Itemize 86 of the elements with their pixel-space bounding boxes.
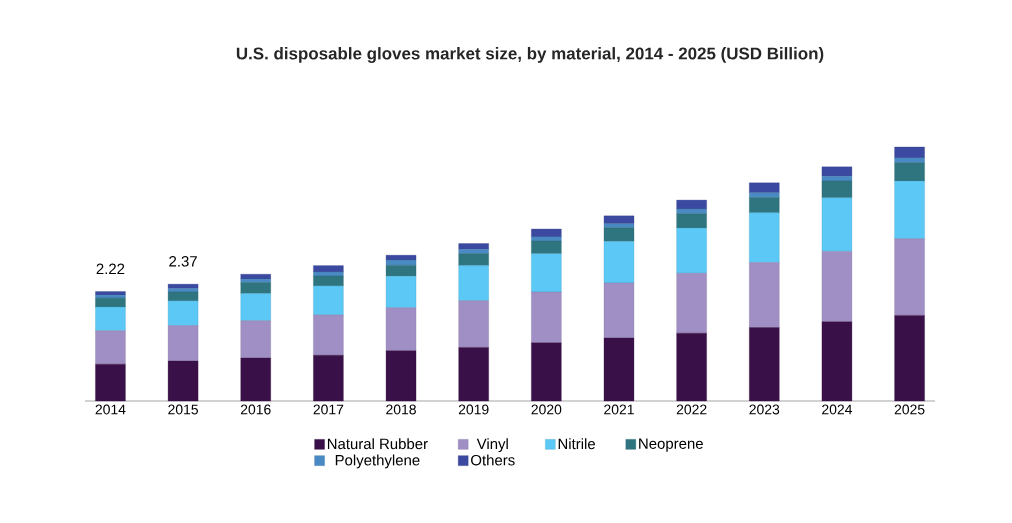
bar [95,297,126,308]
bar [531,342,562,402]
bar [749,197,780,213]
bar [313,265,344,273]
bar [458,347,489,402]
legend-label: Natural Rubber [327,438,428,450]
annotation: 2.22 [96,263,125,274]
bar [749,192,780,198]
bar [167,300,199,326]
bar [458,253,489,266]
bar [385,307,417,351]
bar [240,293,271,321]
bar [531,291,562,343]
x-tick-label: 2020 [531,404,562,415]
legend-label: Vinyl [476,438,508,453]
x-tick-label: 2022 [676,404,707,415]
x-tick-label: 2019 [458,404,489,415]
bar [821,321,853,402]
bar [749,262,780,328]
bar [167,291,199,302]
x-tick-label: 2023 [749,404,780,415]
bar [240,357,271,402]
bar [894,180,925,239]
annotation: 2.37 [169,256,197,267]
bar [603,223,635,228]
x-tick-label: 2024 [822,404,853,415]
x-tick-label: 2015 [168,404,199,415]
bar [240,282,271,294]
bar [603,215,635,224]
bar [603,227,635,242]
bar [167,325,199,362]
bar [821,251,853,322]
bar [603,337,635,402]
bar [531,228,562,238]
x-tick-label: 2017 [313,404,344,415]
bar [894,146,925,159]
bar [749,182,780,193]
bar [676,208,707,214]
bar [458,300,489,348]
x-tick-label: 2021 [604,404,634,415]
x-tick-label: 2018 [386,404,416,415]
bar [385,259,417,266]
bar [676,199,707,210]
bar [385,265,417,277]
bar [95,330,126,365]
chart-title: U.S. disposable gloves market size, by material, 2014 - 2025 (USD Billion) [236,47,824,63]
bar [894,162,925,182]
bar [821,180,853,198]
bar [603,282,635,339]
bar [749,212,780,263]
bar [821,197,853,252]
bar [821,166,853,177]
bar [603,241,635,284]
bar [894,238,925,316]
bar [95,364,126,402]
legend-label: Nitrile [558,438,595,450]
bar [240,278,271,283]
legend-label: Polyethylene [335,454,420,469]
bar [676,333,707,402]
bar [531,253,562,293]
bar [240,320,271,359]
bar [95,306,126,331]
bar [531,236,562,242]
x-tick-label: 2016 [240,404,271,415]
x-tick-label: 2014 [95,404,126,415]
bar [313,285,344,316]
x-tick-label: 2025 [894,404,925,415]
bar [385,350,417,402]
legend-label: Others [471,454,515,466]
bar [458,265,489,301]
bar [894,315,925,402]
bar [676,273,707,334]
bar [385,276,417,308]
bar [313,314,344,356]
bar [749,327,780,402]
bar [458,243,489,250]
bar [313,271,344,277]
bar [167,284,199,289]
bar [676,227,707,274]
bar [167,360,199,402]
bar [894,157,925,163]
bar [313,355,344,402]
legend-label: Neoprene [639,438,703,452]
bar [531,240,562,254]
bar [313,275,344,287]
bar [676,213,707,229]
